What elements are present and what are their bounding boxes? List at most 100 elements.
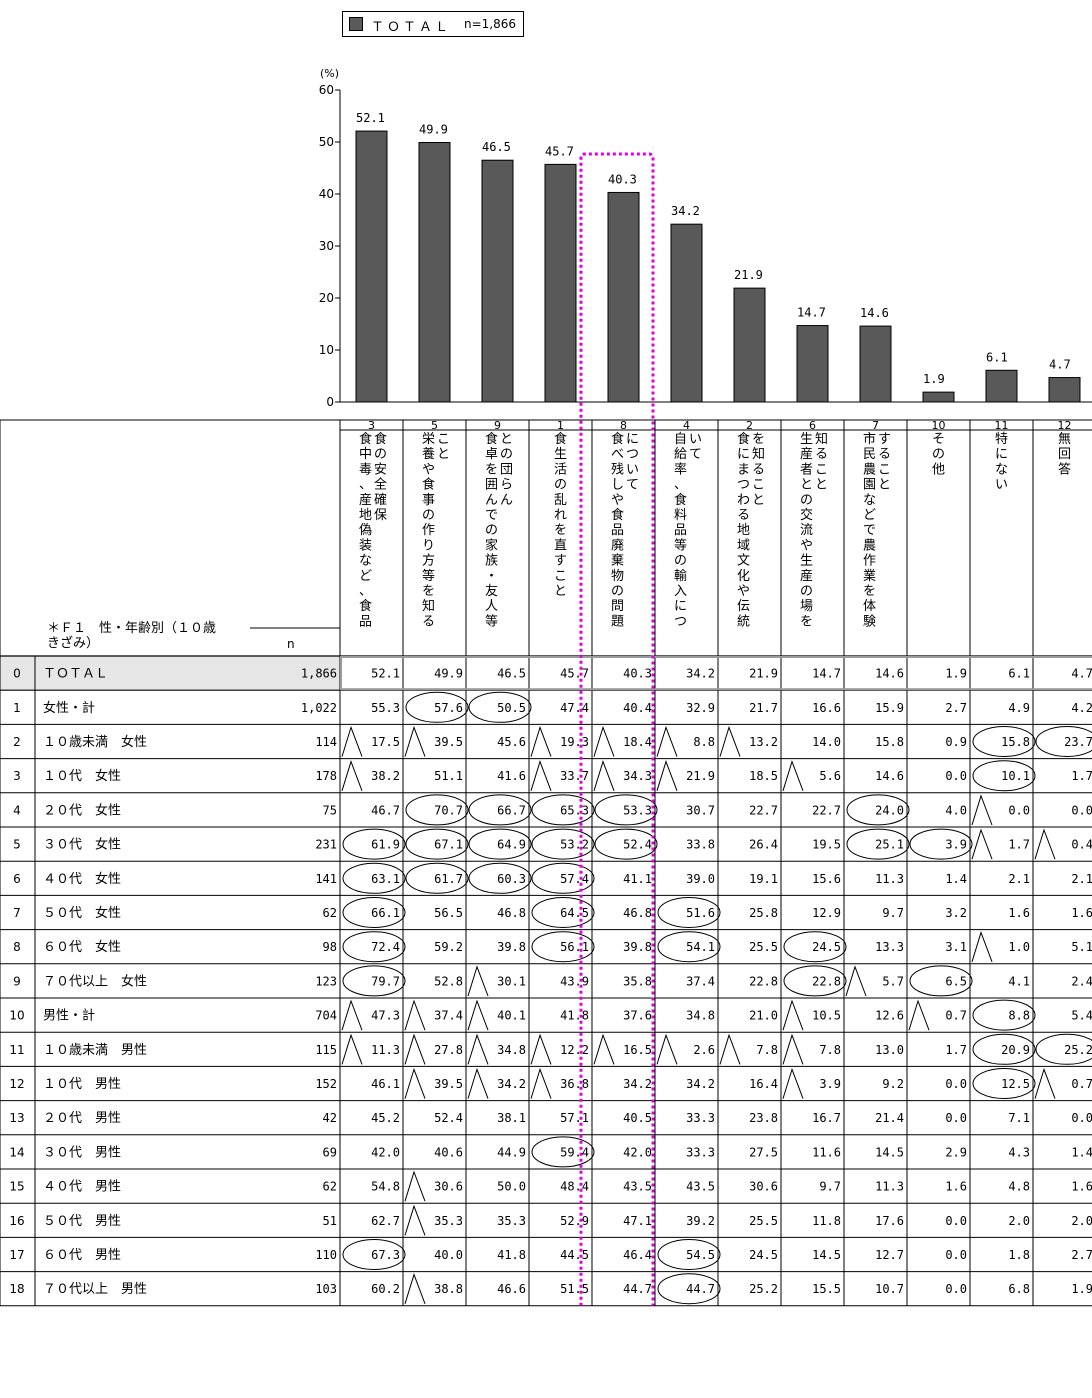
n-header: n [287, 637, 295, 651]
cell-value: 39.2 [686, 1214, 715, 1228]
cell-value: 66.1 [371, 906, 400, 920]
cell-value: 10.7 [875, 1282, 904, 1296]
cell-value: 39.8 [623, 940, 652, 954]
cell-value: 50.5 [497, 701, 526, 715]
cell-value: 52.4 [623, 838, 652, 852]
cell-value: 5.1 [1071, 940, 1092, 954]
bar [418, 142, 451, 403]
cell-value: 15.8 [1001, 735, 1030, 749]
cell-value: 13.3 [875, 940, 904, 954]
cell-value: 10.1 [1001, 769, 1030, 783]
cell-value: 46.5 [497, 667, 526, 681]
cell-value: 46.6 [497, 1282, 526, 1296]
cell-value: 51.5 [560, 1282, 589, 1296]
cell-value: 3.9 [945, 838, 967, 852]
high-significance-mark [531, 794, 595, 826]
row-label: １０代 女性 [43, 768, 121, 784]
low-significance-mark [404, 1204, 426, 1236]
cell-value: 38.1 [497, 1111, 526, 1125]
row-n: 75 [323, 803, 337, 817]
high-significance-mark [846, 794, 910, 826]
cell-value: 64.9 [497, 838, 526, 852]
row-n: 231 [315, 838, 337, 852]
high-significance-mark [972, 726, 1036, 757]
cell-value: 37.6 [623, 1009, 652, 1023]
table-header-label-2: きざみ） [47, 635, 99, 651]
high-significance-mark [342, 828, 406, 860]
cell-value: 17.5 [371, 735, 400, 749]
cell-value: 19.3 [560, 735, 589, 749]
row-index: 4 [13, 803, 21, 817]
cell-value: 19.5 [812, 838, 841, 852]
cell-value: 1.7 [1071, 769, 1092, 783]
cell-value: 2.0 [1071, 1214, 1092, 1228]
cell-value: 64.5 [560, 906, 589, 920]
legend-label: ＴＯＴＡＬ [371, 20, 452, 35]
cell-value: 50.0 [497, 1180, 526, 1194]
high-significance-mark [468, 794, 532, 826]
cell-value: 33.8 [686, 838, 715, 852]
column-code: 10 [932, 419, 946, 432]
cell-value: 15.6 [812, 872, 841, 886]
cell-value: 1.7 [945, 1043, 967, 1057]
cell-value: 1.6 [1071, 906, 1092, 920]
cell-value: 33.3 [686, 1111, 715, 1125]
cell-value: 27.5 [749, 1145, 778, 1159]
row-n: 51 [323, 1214, 337, 1228]
cell-value: 40.3 [623, 667, 652, 681]
low-significance-mark [467, 1033, 489, 1065]
cell-value: 2.9 [945, 1145, 967, 1159]
low-significance-mark [341, 1033, 363, 1065]
cell-value: 5.7 [882, 974, 904, 988]
cell-value: 53.3 [623, 803, 652, 817]
cell-value: 0.0 [945, 769, 967, 783]
column-label: について [626, 432, 639, 493]
cell-value: 4.0 [945, 803, 967, 817]
column-label: 栄養や食事の作り方等を知る [422, 432, 435, 629]
row-index: 11 [9, 1043, 24, 1057]
cell-value: 11.3 [371, 1043, 400, 1057]
cell-value: 51.1 [434, 769, 463, 783]
cell-value: 21.7 [749, 701, 778, 715]
cell-value: 1.9 [1071, 1282, 1092, 1296]
column-label: 食べ残しや食品廃棄物の問題 [611, 431, 624, 629]
cell-value: 63.1 [371, 872, 400, 886]
cell-value: 48.4 [560, 1180, 589, 1194]
cell-value: 25.2 [1064, 1043, 1092, 1057]
row-n: 98 [323, 940, 337, 954]
cell-value: 2.7 [1071, 1248, 1092, 1262]
y-tick-label: 20 [319, 291, 334, 305]
cell-value: 17.6 [875, 1214, 904, 1228]
cell-value: 44.5 [560, 1248, 589, 1262]
cell-value: 7.8 [819, 1043, 841, 1057]
cell-value: 39.5 [434, 735, 463, 749]
cell-value: 16.5 [623, 1043, 652, 1057]
cell-value: 37.4 [686, 974, 715, 988]
column-label: 知ること [815, 431, 828, 493]
cell-value: 35.3 [497, 1214, 526, 1228]
row-label: ２０代 女性 [43, 802, 121, 818]
row-label: １０代 男性 [43, 1077, 121, 1092]
cell-value: 23.8 [749, 1111, 778, 1125]
high-significance-mark [531, 862, 595, 894]
high-significance-mark [405, 794, 469, 826]
cell-value: 4.1 [1008, 974, 1030, 988]
cell-value: 39.0 [686, 872, 715, 886]
bar-value-label: 46.5 [482, 140, 511, 154]
cell-value: 72.4 [371, 940, 400, 954]
cell-value: 46.4 [623, 1248, 652, 1262]
cell-value: 24.0 [875, 803, 904, 817]
cell-value: 65.3 [560, 803, 589, 817]
y-tick-label: 0 [326, 395, 334, 409]
column-code: 8 [620, 419, 627, 432]
cell-value: 2.0 [1008, 1214, 1030, 1228]
row-index: 5 [13, 838, 21, 852]
cell-value: 47.3 [371, 1009, 400, 1023]
cell-value: 15.5 [812, 1282, 841, 1296]
cell-value: 38.8 [434, 1282, 463, 1296]
high-significance-mark [783, 965, 847, 997]
high-significance-mark [972, 1068, 1036, 1099]
low-significance-mark [530, 1033, 552, 1065]
row-label: １０歳未満 男性 [43, 1043, 147, 1058]
cell-value: 67.1 [434, 838, 463, 852]
